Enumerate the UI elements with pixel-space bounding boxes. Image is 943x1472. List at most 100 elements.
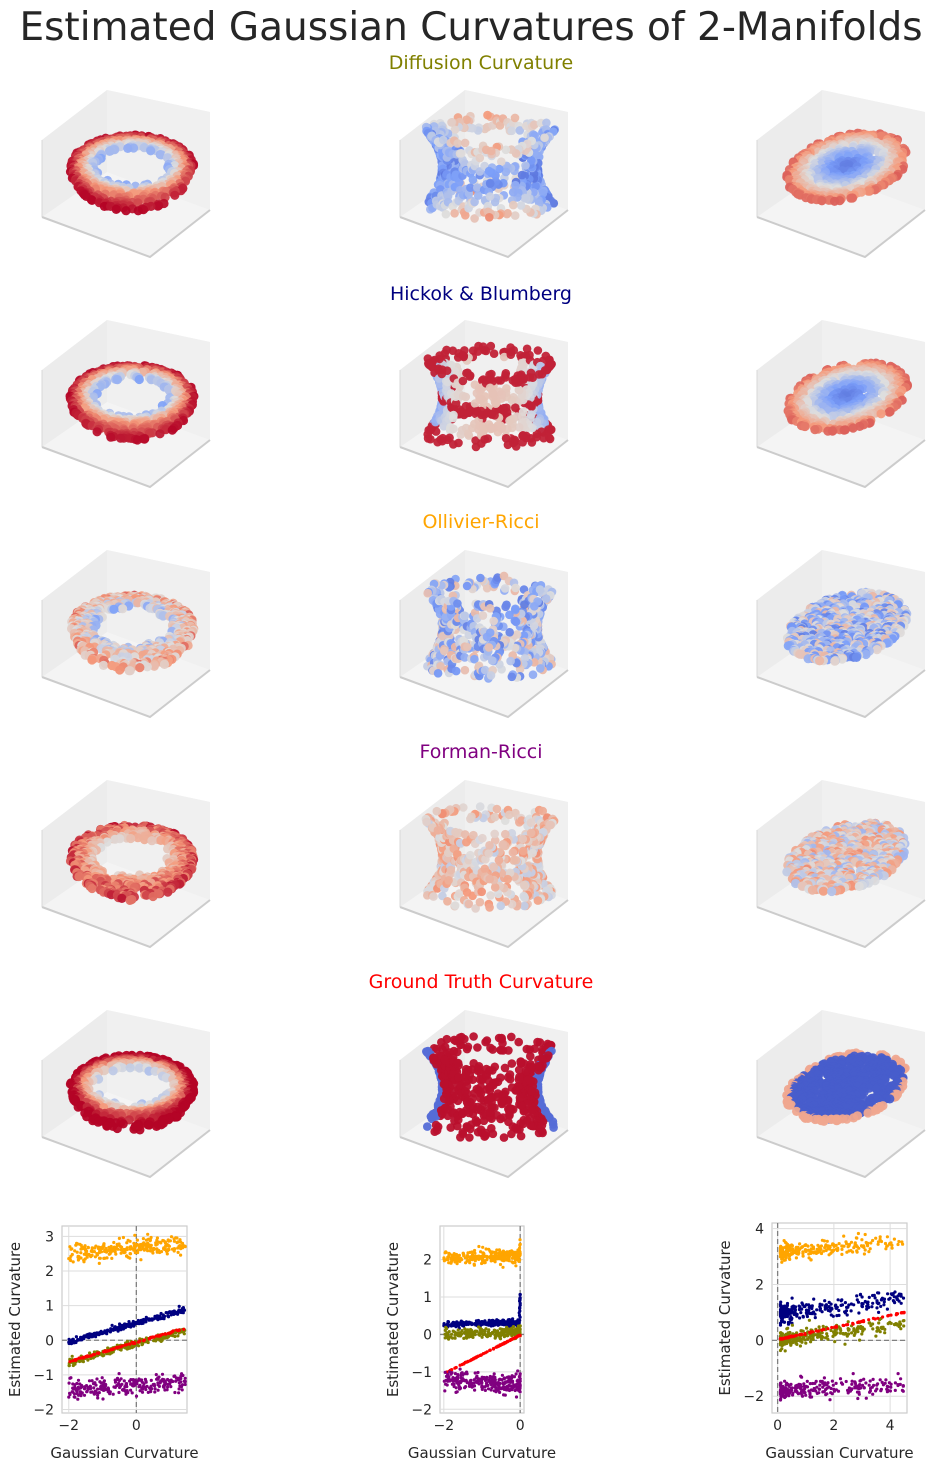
surface-point: [442, 366, 452, 376]
surface-point: [486, 409, 496, 419]
surface-point: [516, 201, 526, 210]
surface-point: [517, 170, 527, 180]
surface-point: [485, 383, 495, 393]
surface-point: [839, 425, 849, 435]
surface-point: [510, 211, 520, 220]
surface-point: [507, 126, 516, 136]
surface-panel-r1-c1: [41, 90, 211, 259]
surface-point: [540, 133, 549, 142]
surface-point: [463, 642, 472, 652]
surface-panel-r1-c3: [756, 90, 926, 259]
row-title-forman: Forman-Ricci: [419, 741, 542, 763]
surface-point: [510, 113, 520, 123]
surface-point: [460, 611, 470, 621]
surface-point: [501, 369, 511, 378]
surface-point: [830, 196, 840, 206]
surface-point: [507, 672, 517, 682]
surface-point: [483, 434, 493, 443]
surface-panels: [41, 90, 926, 1179]
surface-point: [521, 161, 530, 170]
surface-point: [486, 424, 496, 434]
figure-title: Estimated Gaussian Curvatures of 2-Manif…: [19, 5, 922, 50]
surface-point: [451, 666, 461, 676]
surface-point: [132, 435, 142, 445]
surface-point: [489, 349, 499, 359]
surface-point: [476, 573, 485, 583]
surface-point: [106, 432, 116, 442]
surface-point: [530, 602, 539, 611]
surface-point: [485, 213, 494, 222]
surface-point: [167, 425, 177, 435]
surface-point: [447, 118, 456, 127]
surface-point: [133, 206, 143, 216]
surface-point: [511, 403, 520, 413]
surface-point: [92, 427, 102, 437]
surface-panel-r2-c2: [399, 320, 569, 489]
surface-point: [121, 206, 131, 216]
surface-point: [817, 196, 827, 206]
surface-point: [465, 371, 475, 380]
surface-panel-r3-c1: [41, 550, 211, 719]
surface-point: [159, 659, 170, 670]
surface-point: [486, 146, 496, 156]
surface-point: [480, 392, 490, 401]
surface-point: [484, 166, 494, 176]
surface-point: [453, 599, 462, 608]
surface-point: [501, 434, 511, 443]
surface-point: [520, 600, 529, 609]
surface-point: [505, 610, 514, 620]
surface-point: [155, 429, 165, 439]
surface-point: [884, 407, 894, 417]
surface-point: [449, 424, 458, 434]
surface-panel-r2-c3: [756, 320, 926, 489]
row-title-ground-truth: Ground Truth Curvature: [369, 971, 594, 993]
surface-point: [461, 392, 471, 402]
surface-point: [448, 413, 458, 423]
surface-point: [454, 438, 463, 448]
surface-point: [485, 370, 494, 380]
axes-edge: [41, 209, 211, 259]
surface-point: [87, 655, 97, 665]
surface-point: [441, 209, 451, 219]
surface-panel-r3-c2: [399, 550, 569, 719]
surface-panel-r2-c1: [41, 320, 211, 489]
surface-point: [433, 669, 443, 678]
surface-point: [508, 376, 518, 385]
surface-point: [98, 660, 109, 671]
surface-point: [511, 583, 520, 593]
surface-point: [170, 190, 180, 200]
surface-point: [800, 421, 810, 432]
surface-point: [505, 416, 514, 426]
surface-point: [423, 588, 433, 598]
surface-point: [457, 149, 466, 158]
surface-point: [485, 179, 495, 188]
surface-point: [109, 604, 119, 614]
surface-panel-r1-c2: [399, 90, 569, 259]
surface-point: [111, 204, 121, 214]
surface-point: [123, 143, 133, 153]
surface-point: [500, 584, 510, 593]
surface-point: [104, 146, 115, 156]
surface-point: [462, 581, 472, 591]
surface-point: [846, 193, 856, 203]
surface-point: [118, 604, 128, 614]
surface-point: [483, 110, 492, 120]
surface-point: [876, 409, 886, 419]
surface-point: [460, 665, 470, 675]
surface-point: [485, 192, 495, 201]
surface-point: [526, 368, 536, 378]
surface-point: [533, 346, 543, 355]
row-title-ollivier: Ollivier-Ricci: [422, 511, 539, 533]
surface-point: [453, 353, 463, 362]
surface-point: [460, 138, 470, 148]
row-title-diffusion: Diffusion Curvature: [389, 52, 574, 74]
surface-point: [431, 427, 441, 436]
surface-point: [134, 374, 144, 385]
surface-point: [501, 602, 510, 612]
surface-point: [453, 139, 463, 148]
surface-point: [116, 433, 126, 443]
surface-point: [124, 666, 134, 676]
surface-point: [497, 157, 506, 166]
surface-point: [848, 423, 858, 433]
